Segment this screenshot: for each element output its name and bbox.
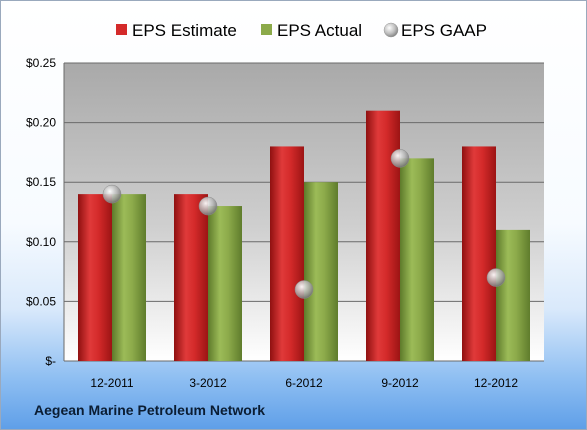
- x-tick-label: 3-2012: [189, 376, 227, 390]
- eps-gaap-marker: [294, 280, 314, 299]
- x-tick-label: 12-2012: [474, 376, 518, 390]
- eps-gaap-marker: [486, 268, 506, 287]
- eps-actual-bar: [304, 182, 338, 361]
- eps-actual-bar: [496, 229, 530, 361]
- eps-actual-bar: [208, 206, 242, 361]
- y-tick-label: $0.20: [26, 116, 56, 130]
- x-tick-label: 12-2011: [90, 376, 133, 390]
- legend-label: EPS GAAP: [401, 21, 487, 40]
- eps-gaap-marker: [390, 149, 410, 168]
- eps-estimate-bar: [78, 194, 112, 361]
- legend-swatch-estimate: [116, 24, 127, 35]
- eps-gaap-marker: [102, 184, 122, 204]
- eps-actual-bar: [112, 194, 146, 361]
- company-name: Aegean Marine Petroleum Network: [34, 402, 266, 418]
- eps-gaap-marker: [198, 196, 218, 216]
- legend-label: EPS Estimate: [132, 21, 237, 40]
- y-tick-label: $0.10: [26, 235, 56, 249]
- y-tick-label: $-: [45, 354, 56, 368]
- legend-swatch-gaap: [383, 22, 399, 38]
- eps-estimate-bar: [174, 194, 208, 361]
- y-tick-label: $0.05: [26, 294, 56, 308]
- eps-estimate-bar: [366, 110, 400, 362]
- eps-actual-bar: [400, 158, 434, 361]
- eps-estimate-bar: [270, 146, 304, 361]
- legend-label: EPS Actual: [277, 21, 362, 40]
- x-tick-label: 6-2012: [285, 376, 323, 390]
- x-tick-label: 9-2012: [381, 376, 419, 390]
- y-tick-label: $0.25: [26, 56, 56, 70]
- y-tick-label: $0.15: [26, 175, 56, 189]
- legend-swatch-actual: [261, 24, 272, 35]
- eps-estimate-bar: [462, 146, 496, 361]
